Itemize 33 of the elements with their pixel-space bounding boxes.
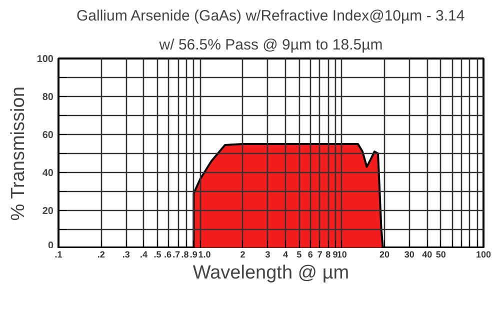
x-tick-label: 9 xyxy=(332,250,338,260)
x-tick-label: .9 xyxy=(190,250,198,260)
x-tick-label: .6 xyxy=(164,250,172,260)
x-tick-label: 100 xyxy=(476,250,492,260)
chart-subtitle: w/ 56.5% Pass @ 9µm to 18.5µm xyxy=(158,36,383,54)
x-tick-label: .7 xyxy=(172,250,180,260)
x-tick-label: 5 xyxy=(296,250,302,260)
x-tick-label: 1.0 xyxy=(198,250,211,260)
x-tick-label: .1 xyxy=(54,250,62,260)
y-tick-label: 40 xyxy=(42,168,54,179)
y-tick-label: 100 xyxy=(36,54,54,65)
x-tick-label: 7 xyxy=(317,250,322,260)
x-tick-label: 3 xyxy=(265,250,270,260)
x-tick-label: .3 xyxy=(122,250,130,260)
x-tick-label: 10 xyxy=(336,250,347,260)
chart-title: Gallium Arsenide (GaAs) w/Refractive Index@10µm - 3.14 xyxy=(76,8,465,24)
x-tick-label: 50 xyxy=(436,250,446,260)
y-tick-label: 60 xyxy=(42,130,54,141)
y-tick-label: 20 xyxy=(42,206,54,217)
x-tick-label: 6 xyxy=(308,250,313,260)
x-tick-label: .8 xyxy=(181,250,189,260)
x-tick-label: 4 xyxy=(282,250,288,260)
x-tick-label: .2 xyxy=(97,250,105,260)
x-tick-label: 40 xyxy=(422,250,432,260)
x-tick-label: 8 xyxy=(326,250,331,260)
x-axis-title: Wavelength @ µm xyxy=(192,262,350,284)
x-tick-label: 2 xyxy=(240,250,246,260)
y-axis-title: % Transmission xyxy=(8,86,29,221)
y-tick-label: 80 xyxy=(42,92,54,103)
x-tick-label: 30 xyxy=(404,250,414,260)
x-tick-label: 20 xyxy=(379,250,390,260)
x-tick-label: .5 xyxy=(154,250,162,260)
x-tick-label: .4 xyxy=(140,250,148,260)
